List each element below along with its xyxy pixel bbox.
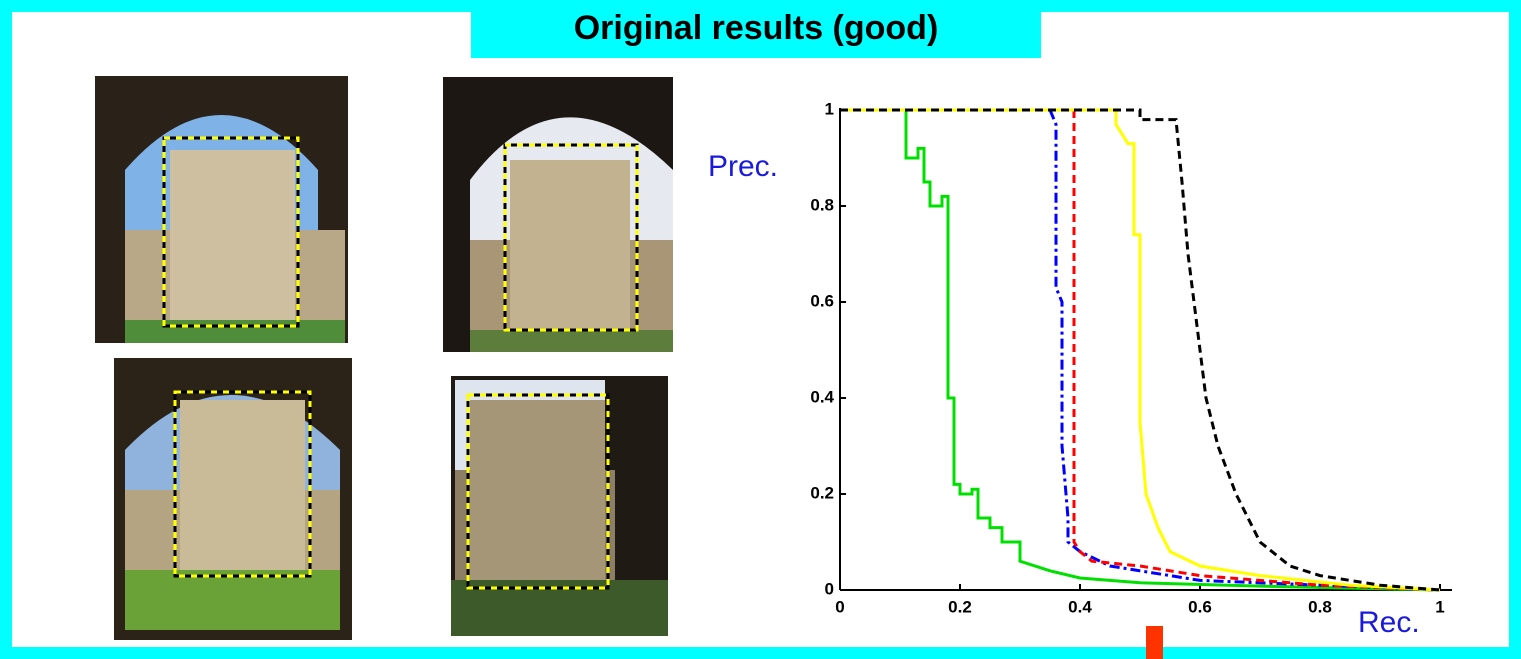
slide-title: Original results (good) bbox=[574, 9, 939, 47]
x-tick-label: 0.6 bbox=[1188, 597, 1212, 616]
x-tick-label: 0 bbox=[835, 597, 844, 616]
photo bbox=[451, 376, 668, 636]
photo bbox=[95, 76, 348, 343]
x-axis-label: Rec. bbox=[1358, 606, 1420, 639]
photo bbox=[114, 358, 352, 640]
y-tick-label: 0.6 bbox=[810, 291, 834, 310]
slide: Original results (good) bbox=[0, 0, 1521, 659]
x-tick-label: 1 bbox=[1435, 597, 1444, 616]
marker bbox=[1146, 626, 1163, 659]
y-tick-label: 0.8 bbox=[810, 195, 834, 214]
photo bbox=[443, 77, 673, 352]
y-axis-label: Prec. bbox=[708, 150, 778, 183]
y-tick-label: 0 bbox=[825, 579, 834, 598]
x-tick-label: 0.8 bbox=[1308, 597, 1332, 616]
x-tick-label: 0.4 bbox=[1068, 597, 1092, 616]
x-tick-label: 0.2 bbox=[948, 597, 972, 616]
y-tick-label: 0.2 bbox=[810, 483, 834, 502]
y-tick-label: 0.4 bbox=[810, 387, 834, 406]
y-tick-label: 1 bbox=[825, 99, 834, 118]
